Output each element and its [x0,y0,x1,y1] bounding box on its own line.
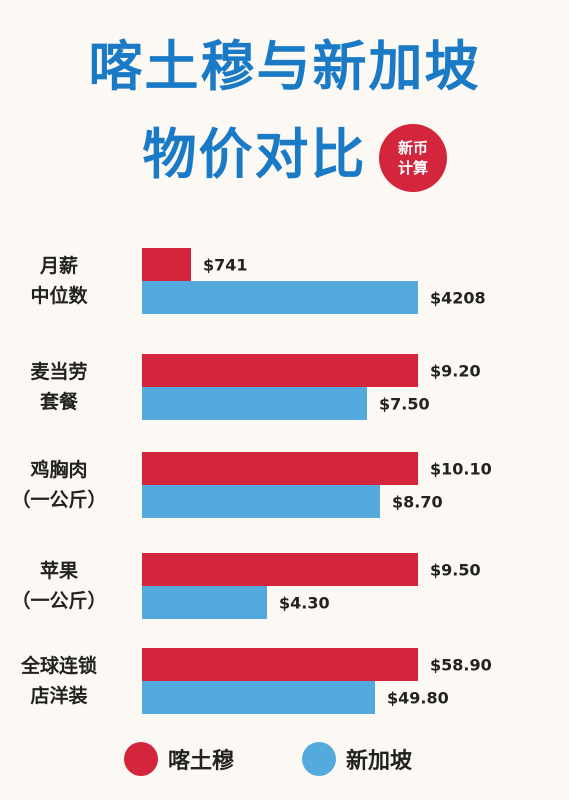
legend-label-singapore: 新加坡 [346,749,413,774]
category-label-2-line-1: （一公斤） [11,489,107,511]
data-label-khartoum-3: $9.50 [430,561,481,580]
data-label-singapore-4: $49.80 [387,689,449,708]
legend-khartoum: 喀土穆 [124,742,234,776]
data-label-singapore-3: $4.30 [279,594,330,613]
bar-singapore-0 [142,281,418,314]
legend-singapore: 新加坡 [302,742,412,776]
bar-khartoum-0 [142,248,191,281]
data-label-khartoum-2: $10.10 [430,460,492,479]
category-label-4-line-1: 店洋装 [30,685,88,707]
bar-khartoum-3 [142,553,418,586]
data-label-khartoum-0: $741 [203,256,248,275]
category-label-0-line-1: 中位数 [30,285,88,307]
legend-swatch-singapore [302,742,336,776]
category-label-3-line-1: （一公斤） [11,590,107,612]
currency-badge: 新币 计算 [379,124,447,192]
category-label-0-line-0: 月薪 [39,255,78,277]
category-label-4-line-0: 全球连锁 [20,655,97,677]
category-label-2-line-0: 鸡胸肉 [30,459,88,481]
category-label-1-line-1: 套餐 [39,391,78,413]
data-label-khartoum-4: $58.90 [430,656,492,675]
category-label-3: 苹果 （一公斤） [0,556,118,616]
data-label-singapore-2: $8.70 [392,493,443,512]
chart-title-line2: 物价对比 [142,123,367,186]
legend-label-khartoum: 喀土穆 [168,749,235,774]
bar-singapore-2 [142,485,380,518]
category-label-4: 全球连锁 店洋装 [0,651,118,711]
data-label-singapore-0: $4208 [430,289,486,308]
category-label-1-line-0: 麦当劳 [30,361,88,383]
category-label-3-line-0: 苹果 [39,560,78,582]
legend-swatch-khartoum [124,742,158,776]
bar-khartoum-1 [142,354,418,387]
category-label-1: 麦当劳 套餐 [0,357,118,417]
data-label-singapore-1: $7.50 [379,395,430,414]
category-label-0: 月薪 中位数 [0,251,118,311]
badge-line1: 新币 [397,139,428,157]
bar-singapore-3 [142,586,267,619]
bar-khartoum-2 [142,452,418,485]
chart-title-line1: 喀土穆与新加坡 [88,35,481,98]
bar-singapore-4 [142,681,375,714]
bar-khartoum-4 [142,648,418,681]
data-label-khartoum-1: $9.20 [430,362,481,381]
badge-line2: 计算 [397,159,428,177]
category-label-2: 鸡胸肉 （一公斤） [0,455,118,515]
bar-singapore-1 [142,387,367,420]
